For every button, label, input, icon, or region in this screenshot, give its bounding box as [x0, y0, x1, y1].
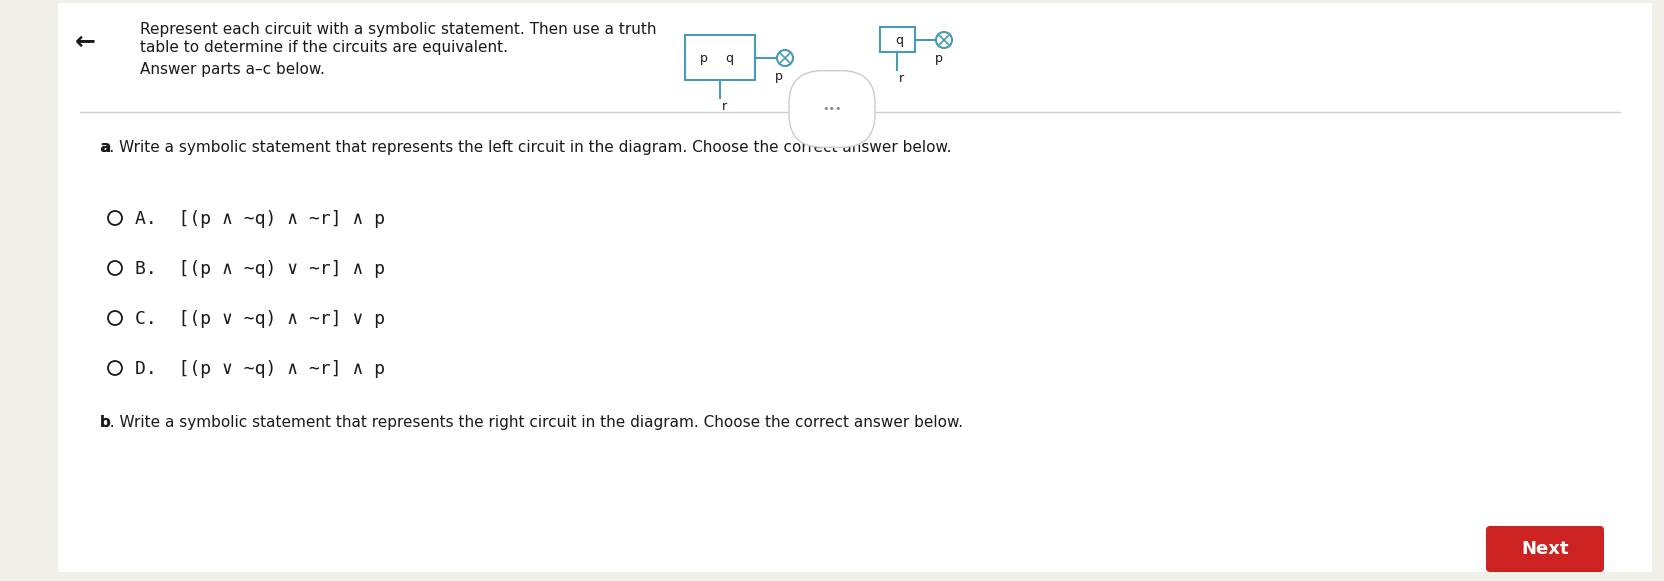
- Text: p: p: [935, 52, 942, 65]
- Text: a. Write a symbolic statement that represents the left circuit in the diagram. C: a. Write a symbolic statement that repre…: [100, 140, 950, 155]
- Text: p: p: [774, 70, 782, 83]
- Text: b. Write a symbolic statement that represents the right circuit in the diagram. : b. Write a symbolic statement that repre…: [100, 415, 962, 430]
- Text: r: r: [899, 72, 904, 85]
- Text: a: a: [100, 140, 110, 155]
- Text: q: q: [724, 52, 732, 64]
- Text: Answer parts a–c below.: Answer parts a–c below.: [140, 62, 324, 77]
- Text: D.  [(p ∨ ∼q) ∧ ∼r] ∧ p: D. [(p ∨ ∼q) ∧ ∼r] ∧ p: [135, 360, 384, 378]
- Text: r: r: [722, 100, 727, 113]
- Text: Represent each circuit with a symbolic statement. Then use a truth: Represent each circuit with a symbolic s…: [140, 22, 656, 37]
- Text: Next: Next: [1521, 540, 1567, 558]
- Text: b: b: [100, 415, 111, 430]
- Text: A.  [(p ∧ ∼q) ∧ ∼r] ∧ p: A. [(p ∧ ∼q) ∧ ∼r] ∧ p: [135, 210, 384, 228]
- Text: B.  [(p ∧ ∼q) ∨ ∼r] ∧ p: B. [(p ∧ ∼q) ∨ ∼r] ∧ p: [135, 260, 384, 278]
- Text: C.  [(p ∨ ∼q) ∧ ∼r] ∨ p: C. [(p ∨ ∼q) ∧ ∼r] ∨ p: [135, 310, 384, 328]
- FancyBboxPatch shape: [58, 3, 1651, 572]
- FancyBboxPatch shape: [1484, 526, 1602, 572]
- Text: •••: •••: [822, 104, 842, 114]
- Text: p: p: [699, 52, 707, 64]
- Text: q: q: [895, 34, 902, 46]
- Text: ←: ←: [75, 30, 97, 54]
- Text: table to determine if the circuits are equivalent.: table to determine if the circuits are e…: [140, 40, 508, 55]
